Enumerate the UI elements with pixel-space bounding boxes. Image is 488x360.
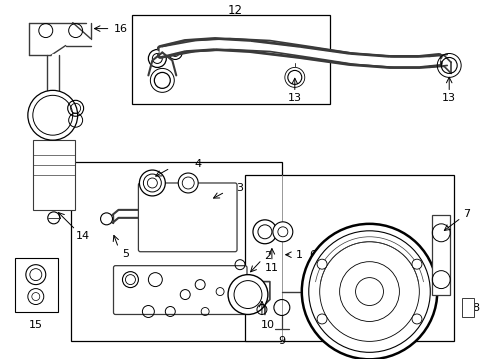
- Text: 11: 11: [264, 263, 278, 273]
- Text: 3: 3: [236, 183, 243, 193]
- Polygon shape: [388, 58, 419, 66]
- Text: 16: 16: [113, 24, 127, 33]
- Polygon shape: [349, 55, 388, 66]
- Circle shape: [316, 314, 326, 324]
- Text: 12: 12: [227, 4, 242, 17]
- Polygon shape: [419, 57, 438, 66]
- Text: 10: 10: [261, 320, 274, 330]
- Text: 15: 15: [29, 320, 43, 330]
- Bar: [132, 15, 329, 104]
- Text: 6: 6: [308, 250, 316, 260]
- Circle shape: [227, 275, 267, 315]
- Bar: [431, 215, 449, 294]
- Circle shape: [178, 173, 198, 193]
- FancyBboxPatch shape: [113, 266, 246, 315]
- Text: 4: 4: [194, 159, 202, 169]
- FancyBboxPatch shape: [138, 183, 237, 252]
- Bar: [15, 258, 58, 312]
- Circle shape: [411, 259, 421, 269]
- Circle shape: [301, 224, 436, 359]
- Bar: [461, 298, 473, 318]
- Bar: [244, 175, 453, 341]
- Text: 8: 8: [471, 302, 479, 312]
- Circle shape: [139, 170, 165, 196]
- Circle shape: [316, 259, 326, 269]
- Polygon shape: [249, 42, 299, 55]
- Text: 13: 13: [287, 93, 301, 103]
- Bar: [71, 162, 281, 341]
- Circle shape: [252, 220, 276, 244]
- Circle shape: [411, 314, 421, 324]
- Circle shape: [272, 222, 292, 242]
- Polygon shape: [215, 41, 249, 50]
- Circle shape: [28, 90, 78, 140]
- Text: 9: 9: [278, 336, 285, 346]
- Text: 13: 13: [441, 93, 455, 103]
- Text: 1: 1: [296, 250, 303, 260]
- Polygon shape: [299, 49, 349, 62]
- Text: 5: 5: [122, 249, 129, 259]
- Polygon shape: [185, 41, 215, 50]
- Text: 14: 14: [76, 231, 89, 241]
- Text: 7: 7: [463, 209, 470, 219]
- Polygon shape: [160, 42, 185, 55]
- Bar: [33, 140, 75, 210]
- Text: 2: 2: [264, 251, 271, 261]
